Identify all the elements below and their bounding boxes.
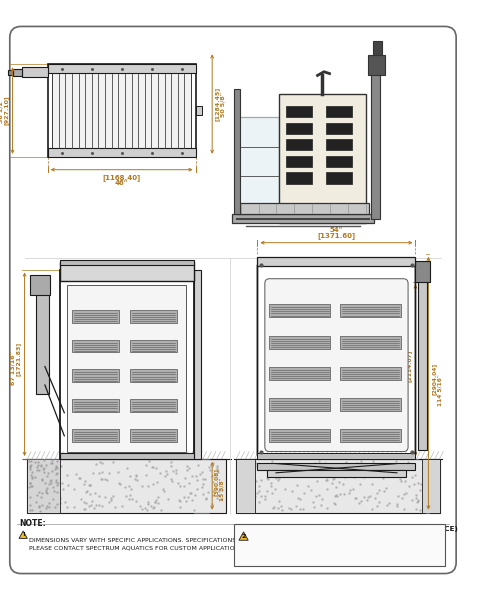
Text: DIMENSIONS VARY WITH SPECIFIC APPLICATIONS. SPECIFICATIONS ARE NOMINAL AND ARE S: DIMENSIONS VARY WITH SPECIFIC APPLICATIO… <box>29 538 383 550</box>
Bar <box>36 279 49 394</box>
Bar <box>415 261 430 281</box>
Bar <box>27 459 60 512</box>
Bar <box>326 139 352 150</box>
Bar <box>418 277 427 450</box>
Text: !: ! <box>22 532 25 537</box>
Bar <box>257 463 415 470</box>
Bar <box>373 41 382 55</box>
Bar <box>193 269 201 459</box>
Bar <box>340 335 401 349</box>
Text: 36 1/2": 36 1/2" <box>0 98 3 123</box>
Bar <box>286 139 312 150</box>
Bar <box>60 262 193 281</box>
Bar <box>234 524 445 566</box>
Text: 2: 2 <box>242 535 246 539</box>
Bar <box>130 340 177 352</box>
Bar <box>340 304 401 317</box>
Bar <box>72 400 119 412</box>
Text: NOTE:: NOTE: <box>19 519 46 528</box>
Bar <box>60 260 193 265</box>
Bar <box>340 398 401 411</box>
Bar <box>326 172 352 184</box>
Bar <box>286 156 312 167</box>
Bar <box>326 106 352 117</box>
Bar <box>67 285 186 452</box>
Bar <box>72 430 119 442</box>
Bar <box>60 454 193 459</box>
Bar <box>286 106 312 117</box>
Bar <box>27 459 226 512</box>
Text: 114 5/16": 114 5/16" <box>437 374 443 406</box>
Text: RECCOMENDED WELL DIMENSIONS (TOLERENCE): RECCOMENDED WELL DIMENSIONS (TOLERENCE) <box>253 526 458 532</box>
Bar <box>237 203 369 214</box>
Bar <box>233 214 374 223</box>
Bar <box>48 148 195 157</box>
Text: 15 3/8": 15 3/8" <box>219 478 224 501</box>
Text: 83 3/16": 83 3/16" <box>401 364 406 391</box>
Bar <box>279 94 366 223</box>
Bar <box>286 122 312 134</box>
Bar <box>267 470 406 478</box>
Bar <box>237 117 279 205</box>
Bar <box>270 304 330 317</box>
Text: [927.10]: [927.10] <box>4 96 9 125</box>
Bar <box>52 73 191 148</box>
Bar <box>326 122 352 134</box>
Bar <box>130 430 177 442</box>
Bar <box>286 172 312 184</box>
Text: 67 13/16": 67 13/16" <box>10 351 15 385</box>
Bar <box>368 55 385 76</box>
Text: [1371.60]: [1371.60] <box>317 232 355 239</box>
Bar <box>270 398 330 411</box>
FancyBboxPatch shape <box>265 279 408 452</box>
Bar <box>270 430 330 442</box>
Text: 54": 54" <box>330 227 343 233</box>
Text: [1284.45]: [1284.45] <box>215 87 220 121</box>
Bar <box>257 454 415 459</box>
Bar <box>72 340 119 352</box>
Bar <box>8 70 13 76</box>
FancyBboxPatch shape <box>10 26 456 574</box>
Bar <box>72 310 119 323</box>
Bar <box>48 64 195 157</box>
Bar <box>257 257 415 266</box>
Text: [2904.04]: [2904.04] <box>432 362 437 395</box>
Text: 46": 46" <box>115 180 128 186</box>
Bar <box>22 67 48 77</box>
Bar <box>72 370 119 382</box>
Bar <box>326 156 352 167</box>
Bar <box>371 71 381 218</box>
Bar <box>422 459 440 512</box>
Bar <box>270 367 330 380</box>
Bar <box>130 310 177 323</box>
Bar <box>60 269 193 459</box>
Polygon shape <box>19 531 27 538</box>
Bar <box>130 370 177 382</box>
Bar <box>234 89 240 214</box>
Bar <box>236 459 255 512</box>
Text: [2114.07]: [2114.07] <box>407 349 412 382</box>
Bar <box>130 400 177 412</box>
Text: [390.08]: [390.08] <box>214 468 219 496</box>
Bar <box>236 459 440 512</box>
Text: 50 5/8": 50 5/8" <box>220 92 225 116</box>
Bar <box>195 106 202 115</box>
Text: 1289 (+50) X 1168.5 (+38) X 394 (+50): 1289 (+50) X 1168.5 (+38) X 394 (+50) <box>244 550 378 556</box>
Bar <box>30 275 51 295</box>
Text: [1168.40]: [1168.40] <box>103 175 141 181</box>
Text: [1721.83]: [1721.83] <box>16 341 21 376</box>
Bar <box>13 69 22 76</box>
Bar <box>48 64 195 73</box>
Text: 50 3/4"(+2") X 46"(+1 1/2") X 15 1/2"(+2"): 50 3/4"(+2") X 46"(+1 1/2") X 15 1/2"(+2… <box>244 538 387 545</box>
Bar <box>340 367 401 380</box>
Polygon shape <box>239 532 248 540</box>
Bar <box>270 335 330 349</box>
Bar <box>340 430 401 442</box>
